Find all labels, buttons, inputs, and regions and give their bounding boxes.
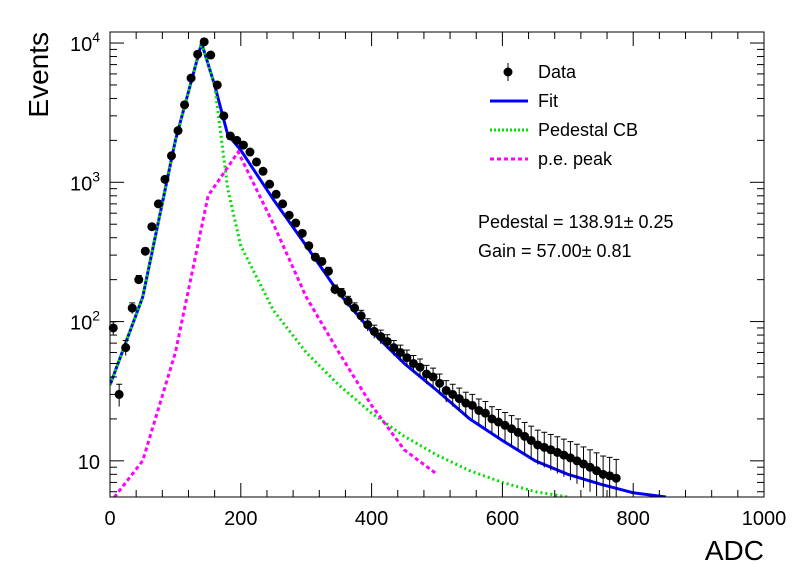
data-point [153,199,163,209]
data-point [382,336,392,346]
fit-annotation: Gain = 57.00± 0.81 [478,241,632,261]
data-point [376,332,386,342]
data-point [448,389,458,399]
data-point [350,303,360,313]
data-point [251,157,261,167]
data-point [258,166,268,176]
data-point [134,275,144,285]
series-p-e-peak [112,149,438,497]
data-point [415,362,425,372]
x-tick-label: 600 [486,508,519,530]
data-point [297,228,307,238]
data-point [408,358,418,368]
x-tick-label: 400 [355,508,388,530]
data-point [402,353,412,363]
data-point [304,241,314,251]
data-point [225,131,235,141]
x-tick-label: 0 [104,508,115,530]
data-point [160,174,170,184]
legend-label: Pedestal CB [538,120,638,140]
legend-label: p.e. peak [538,149,613,169]
data-point [166,151,176,161]
series-pedestal-cb [110,37,569,497]
data-point [127,303,137,313]
legend-label: Data [538,62,577,82]
data-point [245,147,255,157]
data-point [611,473,621,483]
data-point [212,80,222,90]
data-point [454,394,464,404]
x-tick-label: 1000 [742,508,787,530]
data-point [395,347,405,357]
data-point [147,222,157,232]
data-point [180,100,190,110]
data-point [337,288,347,298]
data-point [389,343,399,353]
data-point [193,49,203,59]
fit-annotation: Pedestal = 138.91± 0.25 [478,212,674,232]
data-point [114,389,124,399]
y-tick-label: 103 [70,168,100,195]
data-point [219,111,229,121]
data-point [323,266,333,276]
data-point [356,311,366,321]
x-axis-title: ADC [705,535,764,566]
data-point [232,135,242,145]
data-point [186,73,196,83]
data-point [140,246,150,256]
data-point [265,179,275,189]
data-point [526,435,536,445]
data-point [278,199,288,209]
data-point [121,343,131,353]
data-point [284,210,294,220]
data-point [507,424,517,434]
data-point [317,256,327,266]
data-point [291,218,301,228]
data-point [441,385,451,395]
data-point [592,466,602,476]
data-point [206,50,216,60]
x-tick-label: 200 [224,508,257,530]
data-point [513,427,523,437]
y-tick-label: 104 [70,29,100,56]
data-point [238,140,248,150]
data-point [343,296,353,306]
data-point [173,126,183,136]
plot-frame [109,31,765,498]
data-point [199,37,209,47]
data-point [330,284,340,294]
x-tick-label: 800 [617,508,650,530]
y-axis-title: Events [23,32,54,118]
data-point [369,326,379,336]
data-point [271,189,281,199]
data-point [467,400,477,410]
data-point [310,252,320,262]
legend-marker [503,67,513,77]
data-point [363,320,373,330]
legend-label: Fit [538,91,558,111]
data-point [480,408,490,418]
data-point [520,431,530,441]
data-point [435,378,445,388]
data-point [428,372,438,382]
y-tick-label: 10 [78,452,100,474]
y-tick-label: 102 [70,308,100,335]
